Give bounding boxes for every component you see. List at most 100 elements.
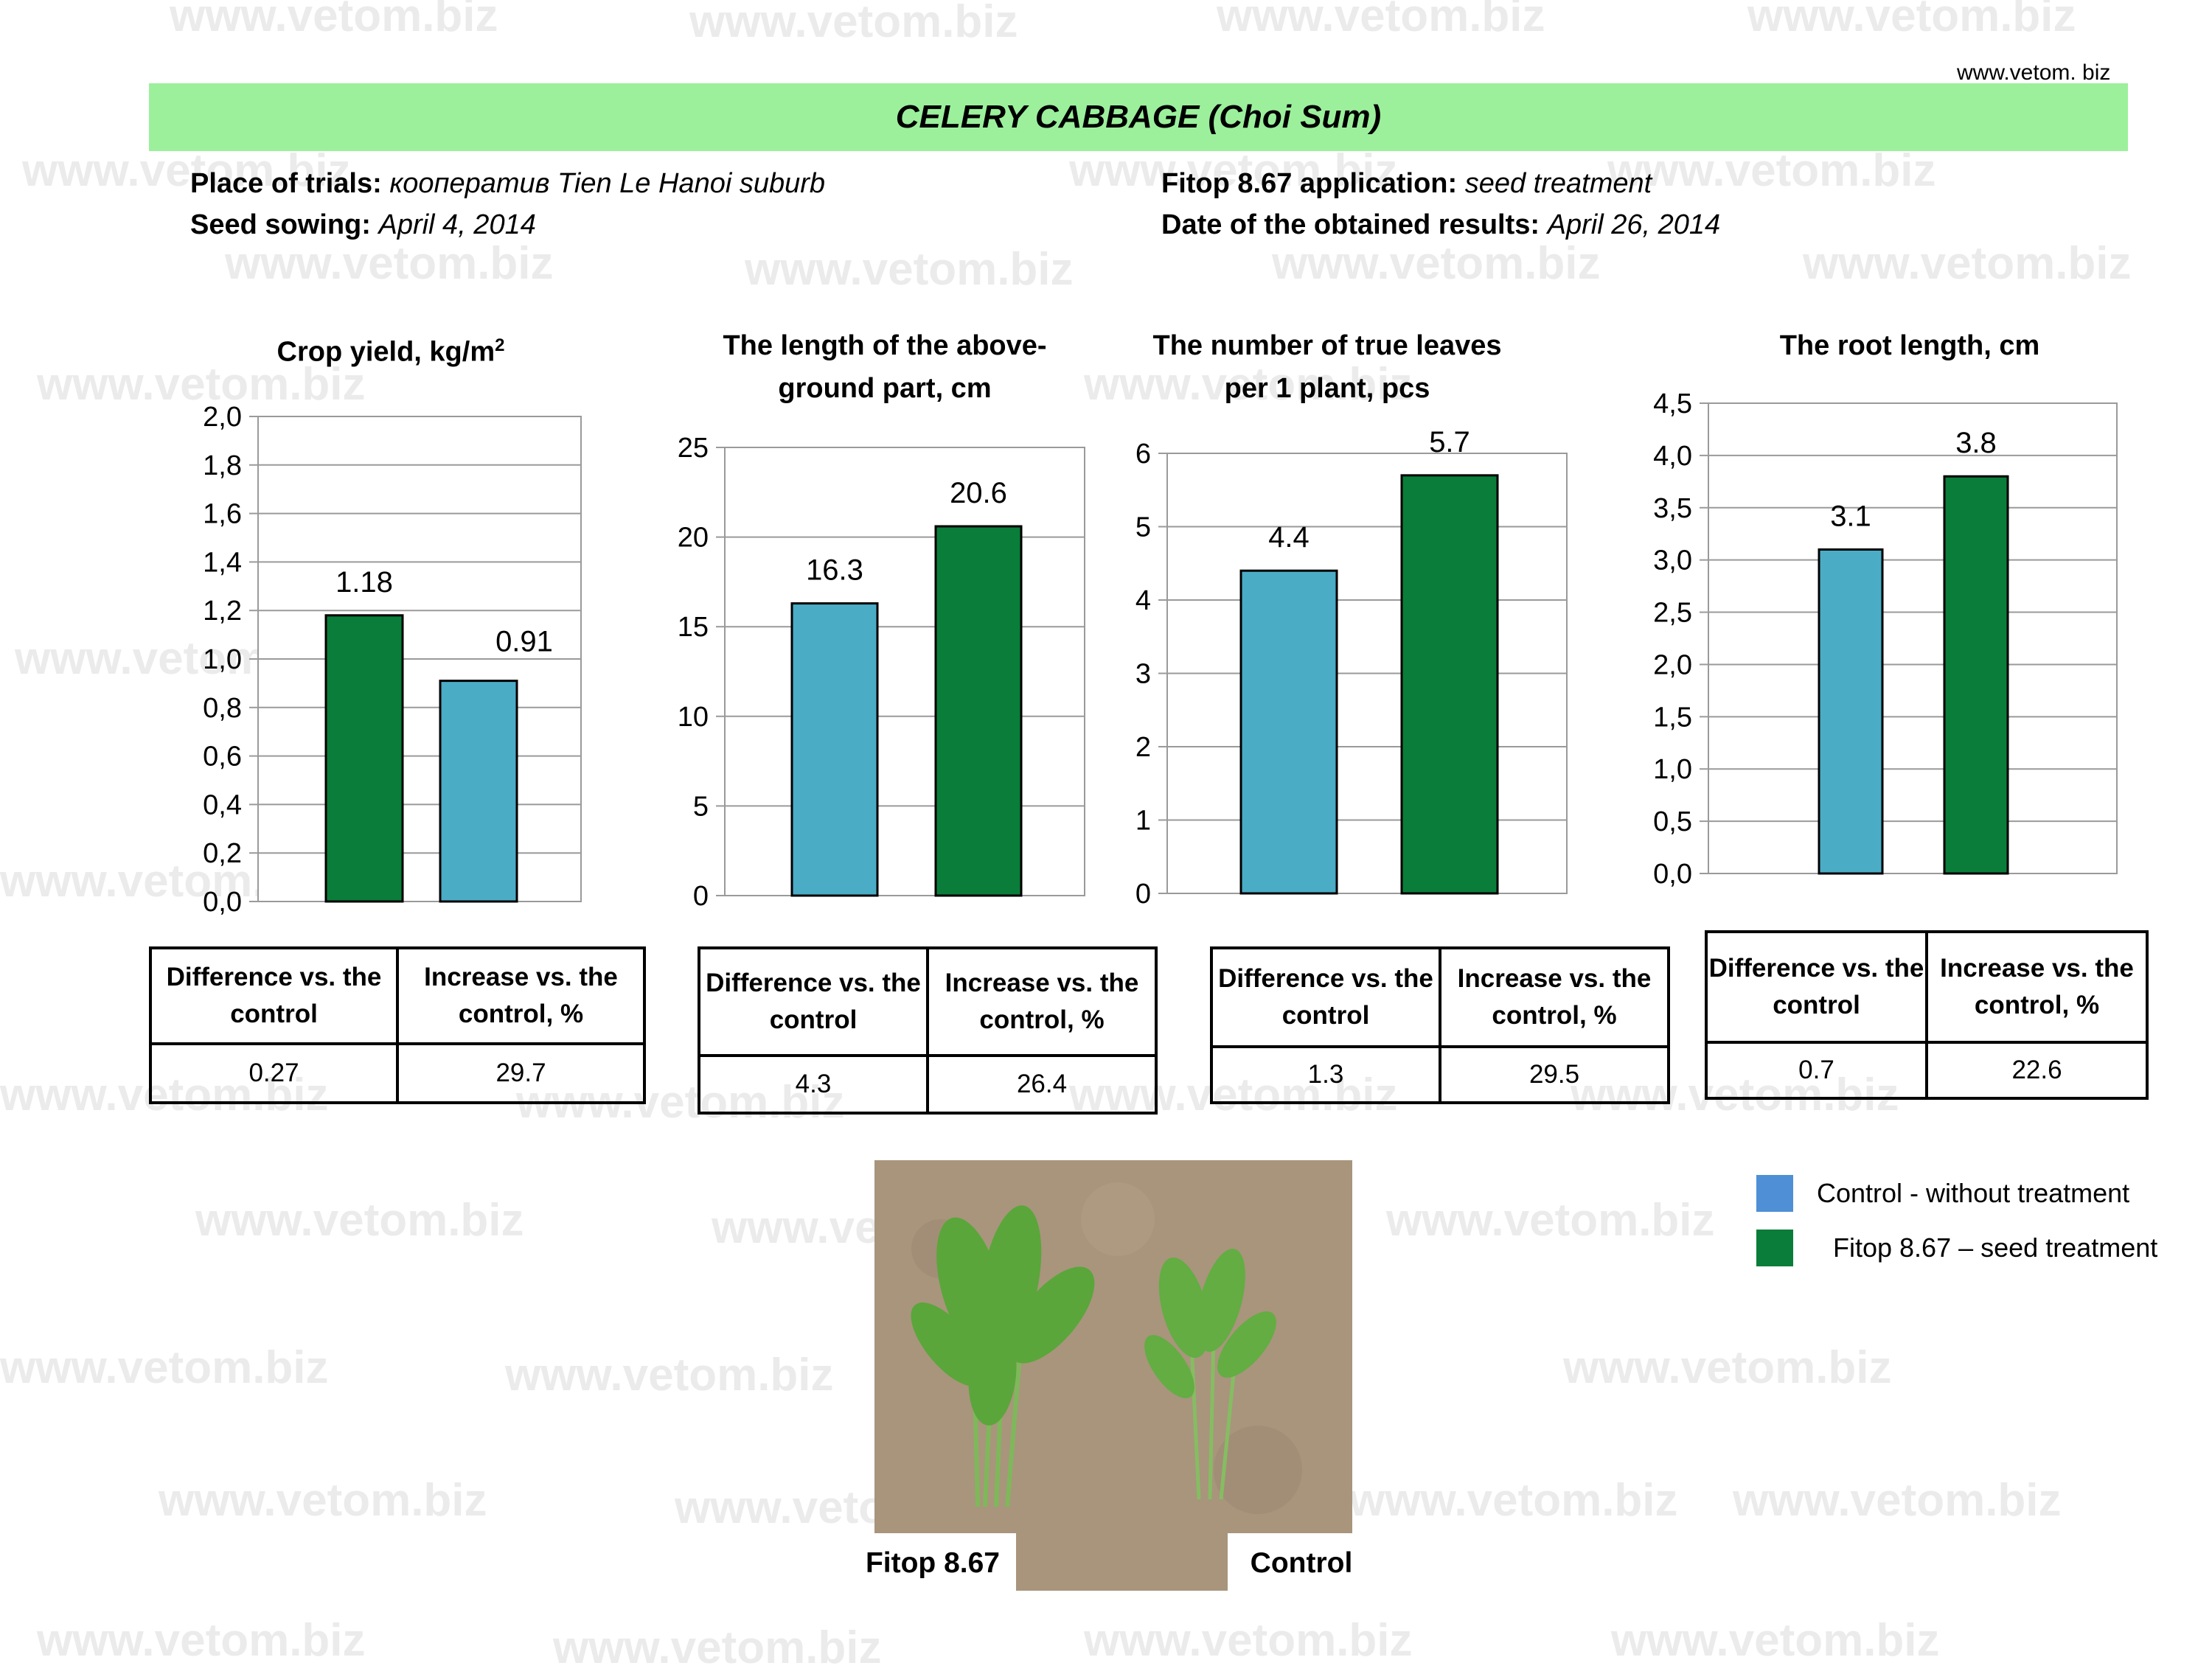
y-tick-label: 10	[678, 702, 709, 733]
watermark: www.vetom.biz	[1803, 238, 2132, 289]
y-tick-label: 0,6	[203, 742, 242, 773]
y-tick-label: 0	[693, 881, 709, 912]
watermark: www.vetom.biz	[159, 1475, 487, 1526]
watermark: www.vetom.biz	[22, 145, 351, 196]
sowing-value: April 4, 2014	[378, 209, 536, 240]
y-tick-label: 1,6	[203, 499, 242, 530]
plants-illustration	[874, 1160, 1352, 1591]
data-label: 5.7	[1429, 426, 1470, 458]
difference-header: Difference vs. the control	[698, 946, 929, 1057]
site-label[interactable]: www.vetom. biz	[1957, 60, 2111, 85]
y-tick-label: 25	[678, 433, 709, 464]
watermark: www.vetom.biz	[1069, 145, 1398, 196]
increase-header: Increase vs. the control, %	[396, 946, 646, 1045]
chart-title-root-length: The root length, cm	[1688, 324, 2131, 367]
watermark: www.vetom.biz	[1386, 1195, 1715, 1246]
difference-header: Difference vs. the control	[149, 946, 399, 1045]
chart-title-crop-yield: Crop yield, kg/m2	[184, 324, 597, 374]
increase-header: Increase vs. the control, %	[926, 946, 1158, 1057]
difference-value: 4.3	[698, 1054, 929, 1115]
y-tick-label: 1,2	[203, 596, 242, 627]
y-tick-label: 0,0	[203, 887, 242, 918]
chart-title-true-leaves: The number of true leaves per 1 plant, p…	[1106, 324, 1548, 410]
application-value: seed treatment	[1464, 168, 1652, 199]
increase-header: Increase vs. the control, %	[1925, 930, 2149, 1044]
difference-header: Difference vs. the control	[1210, 946, 1441, 1048]
data-label: 16.3	[806, 554, 863, 587]
bar	[1943, 475, 2009, 875]
increase-value: 22.6	[1925, 1041, 2149, 1100]
watermark: www.vetom.biz	[1611, 1615, 1940, 1666]
increase-value: 29.7	[396, 1042, 646, 1104]
watermark: www.vetom.biz	[553, 1622, 882, 1673]
difference-value: 1.3	[1210, 1045, 1441, 1104]
y-tick-label: 0	[1135, 879, 1151, 910]
chart-title-line: The number of true leaves	[1152, 330, 1502, 361]
place-label: Place of trials:	[190, 168, 382, 199]
fitop-application: Fitop 8.67 application: seed treatment	[1161, 168, 1652, 200]
y-tick-label: 2	[1135, 732, 1151, 763]
legend-item-fitop: Fitop 8.67 – seed treatment	[1756, 1230, 2157, 1266]
watermark: www.vetom.biz	[1217, 0, 1545, 41]
data-label: 1.18	[335, 566, 393, 599]
plot-area	[1708, 402, 2118, 874]
legend-label-control: Control - without treatment	[1817, 1178, 2130, 1208]
watermark: www.vetom.biz	[1563, 1342, 1892, 1393]
place-value: кооператив Tien Le Hanoi suburb	[389, 168, 826, 199]
increase-header: Increase vs. the control, %	[1439, 946, 1670, 1048]
chart-title-line: The root length, cm	[1779, 330, 2040, 361]
bar-charts: 0,0 0,2 0,4 0,6 0,8 1,0 1,2 1,4 1,6 1,8 2,0 1.18 0.9…	[203, 388, 2118, 918]
y-tick-label: 2,5	[1653, 598, 1692, 629]
watermark: www.vetom.biz	[689, 0, 1018, 47]
y-tick-label: 2,0	[203, 402, 242, 433]
watermark: www.vetom.biz	[170, 0, 498, 41]
watermark: www.vetom.biz	[1349, 1475, 1678, 1526]
watermark: www.vetom.biz	[225, 238, 554, 289]
difference-value: 0.27	[149, 1042, 399, 1104]
plot-area	[724, 447, 1085, 896]
bar	[1400, 474, 1499, 895]
result-table-true-leaves: Difference vs. the control Increase vs. t…	[1210, 946, 1670, 1104]
watermark: www.vetom.biz	[1272, 238, 1601, 289]
chart-title-above-ground-length: The length of the above- ground part, cm	[664, 324, 1106, 410]
data-label: 3.1	[1830, 500, 1871, 532]
watermark: www.vetom.biz	[1747, 0, 2076, 41]
result-table-root-length: Difference vs. the control Increase vs. t…	[1705, 930, 2149, 1100]
increase-value: 26.4	[926, 1054, 1158, 1115]
y-tick-label: 4	[1135, 585, 1151, 616]
page-title-banner: CELERY CABBAGE (Choi Sum)	[149, 83, 2128, 151]
y-tick-label: 1	[1135, 806, 1151, 837]
y-tick-label: 0,5	[1653, 806, 1692, 837]
results-value: April 26, 2014	[1547, 209, 1721, 240]
watermark: www.vetom.biz	[505, 1350, 834, 1401]
watermark: www.vetom.biz	[1733, 1475, 2062, 1526]
watermark: www.vetom.biz	[195, 1195, 524, 1246]
difference-header: Difference vs. the control	[1705, 930, 1928, 1044]
y-tick-label: 1,8	[203, 450, 242, 481]
y-tick-label: 1,0	[203, 644, 242, 675]
result-table-above-ground-length: Difference vs. the control Increase vs. t…	[698, 946, 1158, 1115]
application-label: Fitop 8.67 application:	[1161, 168, 1458, 199]
y-tick-label: 15	[678, 612, 709, 643]
watermark: www.vetom.biz	[37, 1615, 366, 1666]
bar	[790, 602, 879, 897]
chart-title-superscript: 2	[495, 335, 505, 355]
chart-title-line: ground part, cm	[778, 373, 992, 404]
y-tick-label: 0,4	[203, 789, 242, 820]
bar	[439, 680, 518, 903]
difference-value: 0.7	[1705, 1041, 1928, 1100]
y-tick-label: 1,4	[203, 547, 242, 578]
chart-title-line: The length of the above-	[723, 330, 1047, 361]
legend-swatch-control	[1756, 1175, 1793, 1212]
chart-title-line: Crop yield, kg/m	[276, 336, 495, 368]
y-tick-label: 1,5	[1653, 702, 1692, 733]
y-tick-label: 3	[1135, 659, 1151, 690]
legend-item-control: Control - without treatment	[1756, 1175, 2129, 1212]
results-label: Date of the obtained results:	[1161, 209, 1540, 240]
increase-value: 29.5	[1439, 1045, 1670, 1104]
data-label: 0.91	[495, 626, 553, 658]
watermark: www.vetom.biz	[0, 1342, 329, 1393]
watermark: www.vetom.biz	[1084, 359, 1413, 410]
y-tick-label: 4,5	[1653, 388, 1692, 419]
bar	[934, 525, 1023, 897]
